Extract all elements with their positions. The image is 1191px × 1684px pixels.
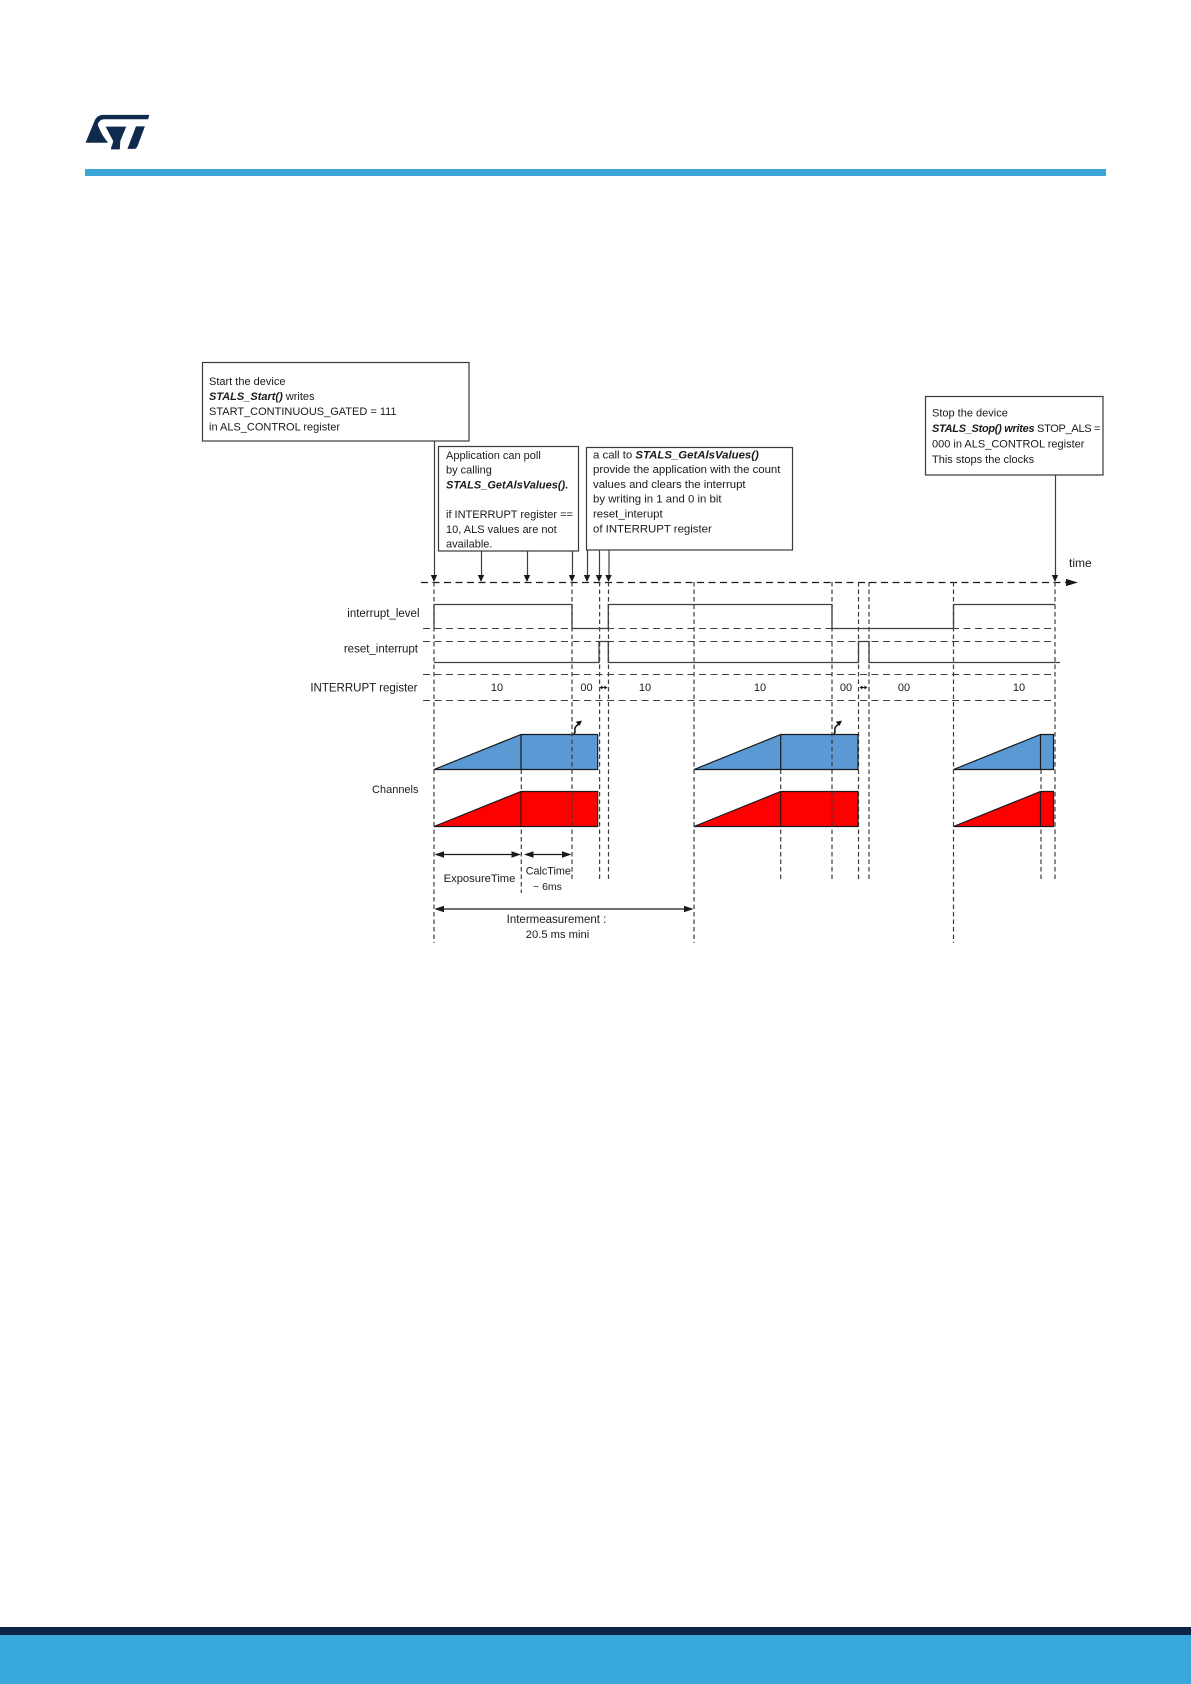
svg-text:available.: available. — [446, 539, 492, 551]
svg-text:of INTERRUPT register: of INTERRUPT register — [593, 523, 712, 535]
svg-text:values and clears the interrup: values and clears the interrupt — [593, 479, 746, 491]
svg-text:ExposureTime: ExposureTime — [444, 873, 516, 885]
svg-text:Intermeasurement :: Intermeasurement : — [507, 914, 607, 926]
svg-text:a call to STALS_GetAlsValues(): a call to STALS_GetAlsValues() — [593, 449, 759, 461]
svg-text:Stop the device: Stop the device — [932, 408, 1008, 420]
svg-text:20.5 ms mini: 20.5 ms mini — [526, 929, 589, 941]
svg-text:by calling: by calling — [446, 465, 492, 477]
svg-text:10: 10 — [754, 682, 766, 694]
svg-text:STALS_GetAlsValues().: STALS_GetAlsValues(). — [446, 479, 568, 491]
svg-text:~ 6ms: ~ 6ms — [533, 881, 562, 893]
svg-text:interrupt_level: interrupt_level — [347, 608, 419, 620]
svg-text:CalcTime: CalcTime — [526, 866, 571, 878]
svg-text:reset_interrupt: reset_interrupt — [344, 643, 419, 655]
svg-text:if INTERRUPT register ==: if INTERRUPT register == — [446, 509, 573, 521]
svg-text:Start the device: Start the device — [209, 376, 285, 388]
svg-text:This stops the clocks: This stops the clocks — [932, 454, 1035, 466]
svg-text:in ALS_CONTROL register: in ALS_CONTROL register — [209, 422, 340, 434]
svg-text:00: 00 — [840, 682, 852, 694]
svg-text:10: 10 — [639, 682, 651, 694]
svg-text:reset_interupt: reset_interupt — [593, 509, 663, 521]
svg-text:00: 00 — [580, 682, 592, 694]
svg-text:00: 00 — [898, 682, 910, 694]
svg-text:Application can poll: Application can poll — [446, 450, 541, 462]
svg-text:by writing in 1 and 0 in bit: by writing in 1 and 0 in bit — [593, 494, 722, 506]
svg-text:10, ALS values are not: 10, ALS values are not — [446, 524, 557, 536]
svg-text:STALS_Start() writes: STALS_Start() writes — [209, 391, 315, 403]
svg-text:START_CONTINUOUS_GATED = 111: START_CONTINUOUS_GATED = 111 — [209, 406, 397, 418]
svg-text:INTERRUPT register: INTERRUPT register — [310, 683, 417, 695]
svg-text:10: 10 — [1013, 682, 1025, 694]
svg-text:time: time — [1069, 556, 1092, 570]
svg-text:STALS_Stop() writes STOP_ALS =: STALS_Stop() writes STOP_ALS = — [932, 423, 1100, 435]
svg-text:000 in ALS_CONTROL register: 000 in ALS_CONTROL register — [932, 439, 1085, 451]
svg-text:10: 10 — [491, 682, 503, 694]
svg-text:Channels: Channels — [372, 784, 419, 796]
svg-text:provide the application with t: provide the application with the count — [593, 464, 781, 476]
